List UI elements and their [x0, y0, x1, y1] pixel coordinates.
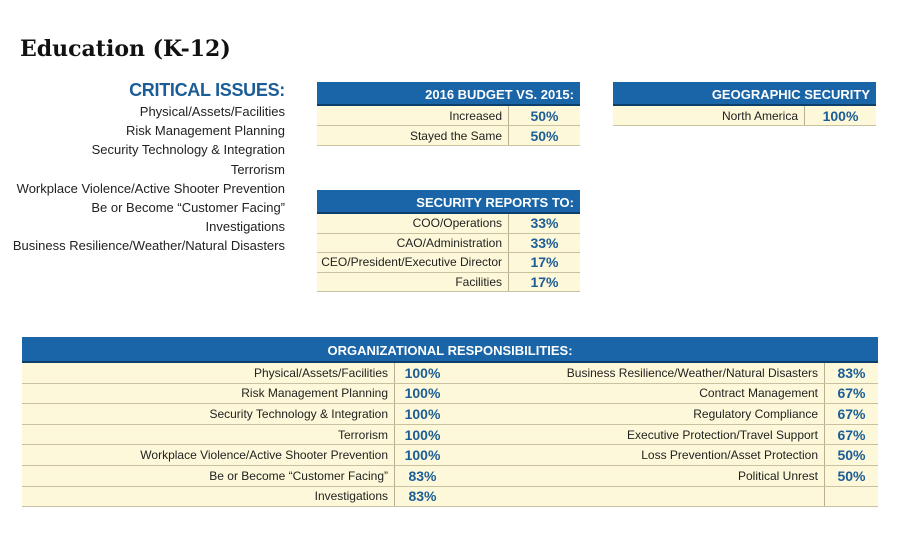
row-label: Stayed the Same — [317, 126, 509, 145]
row-value: 50% — [837, 447, 866, 464]
row-label: Facilities — [317, 272, 509, 291]
organizational-table: ORGANIZATIONAL RESPONSIBILITIES: Physical… — [22, 337, 878, 508]
table-row: CAO/Administration 33% — [317, 233, 580, 253]
table-heading: GEOGRAPHIC SECURITY RESPONSIBILITY: — [613, 82, 876, 128]
row-label: Be or Become “Customer Facing” — [22, 465, 395, 486]
reports-table: SECURITY REPORTS TO: COO/Operations 33% CAO… — [317, 190, 580, 292]
table-row: Physical/Assets/Facilities 100% Business R… — [22, 363, 878, 384]
table-row: Stayed the Same 50% — [317, 126, 580, 146]
row-value: 100% — [404, 447, 441, 464]
row-label: Physical/Assets/Facilities — [22, 363, 395, 383]
row-value: 33% — [530, 234, 559, 251]
table-row: Investigations 83% — [22, 486, 878, 508]
row-label: Risk Management Planning — [22, 383, 395, 404]
table-row: Terrorism 100% Executive Protection/Travel… — [22, 424, 878, 446]
row-label: North America — [613, 106, 805, 125]
page-title: Education (K-12) — [20, 36, 231, 62]
row-label: Workplace Violence/Active Shooter Preven… — [22, 445, 395, 465]
row-label: Contract Management — [450, 383, 825, 404]
table-heading: SECURITY REPORTS TO: — [317, 190, 580, 214]
row-value: 100% — [404, 364, 441, 381]
row-label: Terrorism — [22, 424, 395, 445]
row-value: 83% — [837, 364, 866, 381]
geographic-table: GEOGRAPHIC SECURITY RESPONSIBILITY:North… — [613, 82, 876, 128]
row-label: Increased — [317, 106, 509, 125]
row-label: CEO/President/Executive Director — [317, 253, 509, 272]
row-value: 100% — [822, 107, 859, 124]
issue-item: Investigations — [205, 219, 286, 235]
issue-item: Business Resilience/Weather/Natural Disa… — [12, 238, 285, 254]
table-row: CEO/President/Executive Director 17% — [317, 253, 580, 273]
row-label: Regulatory Compliance — [450, 404, 825, 424]
issue-item: Security Technology & Integration — [91, 142, 285, 158]
row-value: 33% — [530, 215, 559, 232]
issue-item: Risk Management Planning — [126, 123, 285, 139]
table-row: Risk Management Planning 100% Contract Man… — [22, 383, 878, 405]
row-value: 17% — [530, 273, 559, 290]
issue-item: Workplace Violence/Active Shooter Preven… — [16, 180, 285, 196]
issue-item: Be or Become “Customer Facing” — [91, 200, 285, 216]
row-value: 67% — [837, 385, 866, 402]
row-value: 100% — [404, 385, 441, 402]
table-row: Workplace Violence/Active Shooter Preven… — [22, 445, 878, 466]
issue-item: Terrorism — [230, 161, 285, 177]
row-label: Loss Prevention/Asset Protection — [450, 445, 825, 465]
row-value: 50% — [837, 467, 866, 484]
table-row: North America 100% — [613, 106, 876, 126]
budget-table: 2016 BUDGET VS. 2015: Increased 50% Stayed … — [317, 82, 580, 146]
row-label: CAO/Administration — [317, 233, 509, 252]
row-label: Executive Protection/Travel Support — [450, 424, 825, 445]
row-value: 67% — [837, 405, 866, 422]
table-row: Security Technology & Integration 100% Reg… — [22, 404, 878, 425]
table-row: COO/Operations 33% — [317, 214, 580, 234]
row-label: Investigations — [22, 486, 395, 507]
row-label: Political Unrest — [450, 465, 825, 486]
row-label: COO/Operations — [317, 214, 509, 233]
row-label: Security Technology & Integration — [22, 404, 395, 424]
row-value: 50% — [530, 127, 559, 144]
row-value: 83% — [408, 488, 437, 505]
row-label: Business Resilience/Weather/Natural Disa… — [450, 363, 825, 383]
table-heading: 2016 BUDGET VS. 2015: — [317, 82, 580, 106]
table-row: Facilities 17% — [317, 272, 580, 292]
issue-item: Physical/Assets/Facilities — [139, 104, 285, 119]
table-row: Be or Become “Customer Facing” 83% Politic… — [22, 465, 878, 487]
row-value: 100% — [404, 405, 441, 422]
row-value: 17% — [530, 254, 559, 271]
row-value: 83% — [408, 467, 437, 484]
table-heading: ORGANIZATIONAL RESPONSIBILITIES: — [22, 337, 878, 363]
critical-issues-heading: CRITICAL ISSUES: — [129, 80, 285, 100]
critical-issues: CRITICAL ISSUES: Physical/Assets/Facilit… — [13, 78, 285, 256]
table-row: Increased 50% — [317, 106, 580, 126]
row-value: 67% — [837, 426, 866, 443]
row-label-empty — [450, 486, 825, 507]
row-value: 100% — [404, 426, 441, 443]
row-value: 50% — [530, 107, 559, 124]
